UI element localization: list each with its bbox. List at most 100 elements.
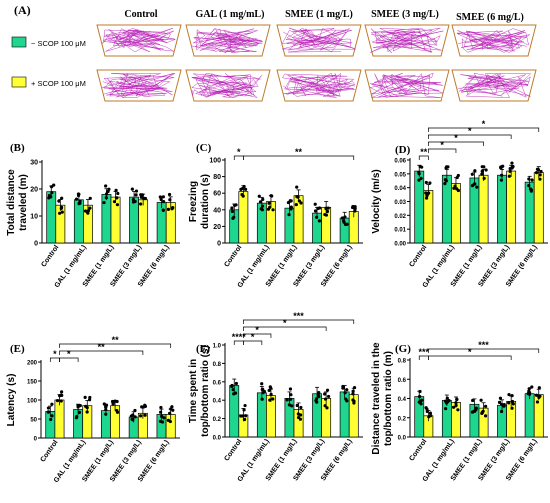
data-point <box>417 400 421 404</box>
data-point <box>260 397 264 401</box>
data-point <box>267 388 271 393</box>
data-point <box>133 415 137 419</box>
data-point <box>240 414 245 418</box>
bar <box>451 183 461 244</box>
data-point <box>417 394 422 399</box>
significance-stars: * <box>237 147 241 157</box>
panel-a-col-smee3: SMEE (3 mg/L) <box>371 9 439 20</box>
data-point <box>234 203 238 207</box>
data-point <box>139 193 143 197</box>
y-tick-label: 0.02 <box>394 214 406 220</box>
y-tick-label: 100 <box>209 158 221 165</box>
data-point <box>129 414 133 418</box>
data-point <box>417 178 421 182</box>
data-point <box>534 171 539 175</box>
bracket-line <box>243 340 263 345</box>
swim-track-path <box>457 28 530 53</box>
significance-stars: * <box>440 140 444 150</box>
track-frame <box>451 24 537 57</box>
significance-bracket: * <box>49 349 60 362</box>
x-tick-label: Control <box>40 244 60 268</box>
data-point <box>502 403 506 407</box>
track-cell-r1-c0 <box>96 69 182 102</box>
bar <box>506 170 517 244</box>
data-point <box>168 419 172 424</box>
data-point <box>231 388 235 392</box>
data-point <box>83 395 87 399</box>
data-point <box>288 199 292 203</box>
data-point <box>315 400 319 404</box>
data-point <box>324 207 328 211</box>
y-tick-label: 0.6 <box>398 378 407 384</box>
data-point <box>50 191 54 195</box>
data-point <box>451 405 456 409</box>
data-point <box>341 386 345 390</box>
data-point <box>456 408 460 412</box>
x-tick-label: Control <box>408 244 428 268</box>
data-point <box>116 191 120 196</box>
data-point <box>297 199 301 203</box>
y-tick-label: 60 <box>213 191 221 198</box>
data-point <box>87 398 92 402</box>
data-point <box>484 404 488 408</box>
data-point <box>167 192 172 197</box>
bracket-line <box>428 355 512 360</box>
track-cell-r1-c3 <box>364 69 450 102</box>
data-point <box>52 183 56 187</box>
y-tick-label: 0 <box>34 437 38 443</box>
data-point <box>429 414 433 418</box>
data-point <box>77 410 82 414</box>
y-tick-label: 0.2 <box>398 416 407 422</box>
data-point <box>261 197 265 201</box>
data-point <box>480 172 484 176</box>
data-point <box>444 179 448 183</box>
data-point <box>296 415 301 420</box>
significance-bracket: * <box>428 140 457 153</box>
data-point <box>85 410 89 414</box>
bracket-line <box>428 141 484 146</box>
y-tick-label: 20 <box>30 187 38 194</box>
data-point <box>58 211 62 215</box>
data-point <box>474 407 478 412</box>
y-tick-label: 10 <box>30 214 38 221</box>
x-tick-label: SMEE (6 mg/L) <box>505 244 539 288</box>
data-point <box>473 182 477 186</box>
x-tick-label: Control <box>223 244 243 268</box>
data-point <box>417 170 421 175</box>
legend-plus-label: + SCOP 100 μM <box>31 79 86 88</box>
y-axis-label: Total distance <box>6 169 17 236</box>
x-tick-label: SMEE (6 mg/L) <box>505 438 539 482</box>
panel-label: (B) <box>10 142 25 154</box>
chart-panel-d: (D) Velocity (m/s) 0.00 0.01 0.02 0.03 0.04 0.0… <box>371 119 548 289</box>
data-point <box>102 402 106 406</box>
swim-track-path <box>101 27 177 53</box>
data-point <box>59 390 64 394</box>
data-point <box>60 196 64 200</box>
track-cell-r0-c2 <box>276 24 362 57</box>
data-point <box>510 406 514 410</box>
data-point <box>104 196 108 200</box>
data-point <box>425 407 429 411</box>
bracket-line <box>428 134 512 139</box>
data-point <box>499 409 504 414</box>
data-point <box>536 168 541 172</box>
significance-bracket: * <box>59 349 79 362</box>
panel-label: (E) <box>10 343 25 355</box>
data-point <box>315 215 319 219</box>
data-point <box>243 403 247 408</box>
track-cell-r0-c4 <box>451 24 537 57</box>
data-point <box>141 405 145 409</box>
significance-bracket: * <box>243 332 263 345</box>
y-tick-label: 30 <box>30 160 38 167</box>
data-point <box>287 403 292 407</box>
data-point <box>139 202 143 206</box>
data-point <box>112 200 117 204</box>
data-point <box>78 201 82 205</box>
data-point <box>166 207 171 212</box>
y-tick-label: 0.06 <box>394 159 406 165</box>
x-tick-label: SMEE (6 mg/L) <box>320 438 354 482</box>
panel-label: (F) <box>196 343 210 355</box>
data-point <box>470 172 474 176</box>
data-point <box>269 392 273 396</box>
y-tick-label: 0.8 <box>213 362 222 368</box>
